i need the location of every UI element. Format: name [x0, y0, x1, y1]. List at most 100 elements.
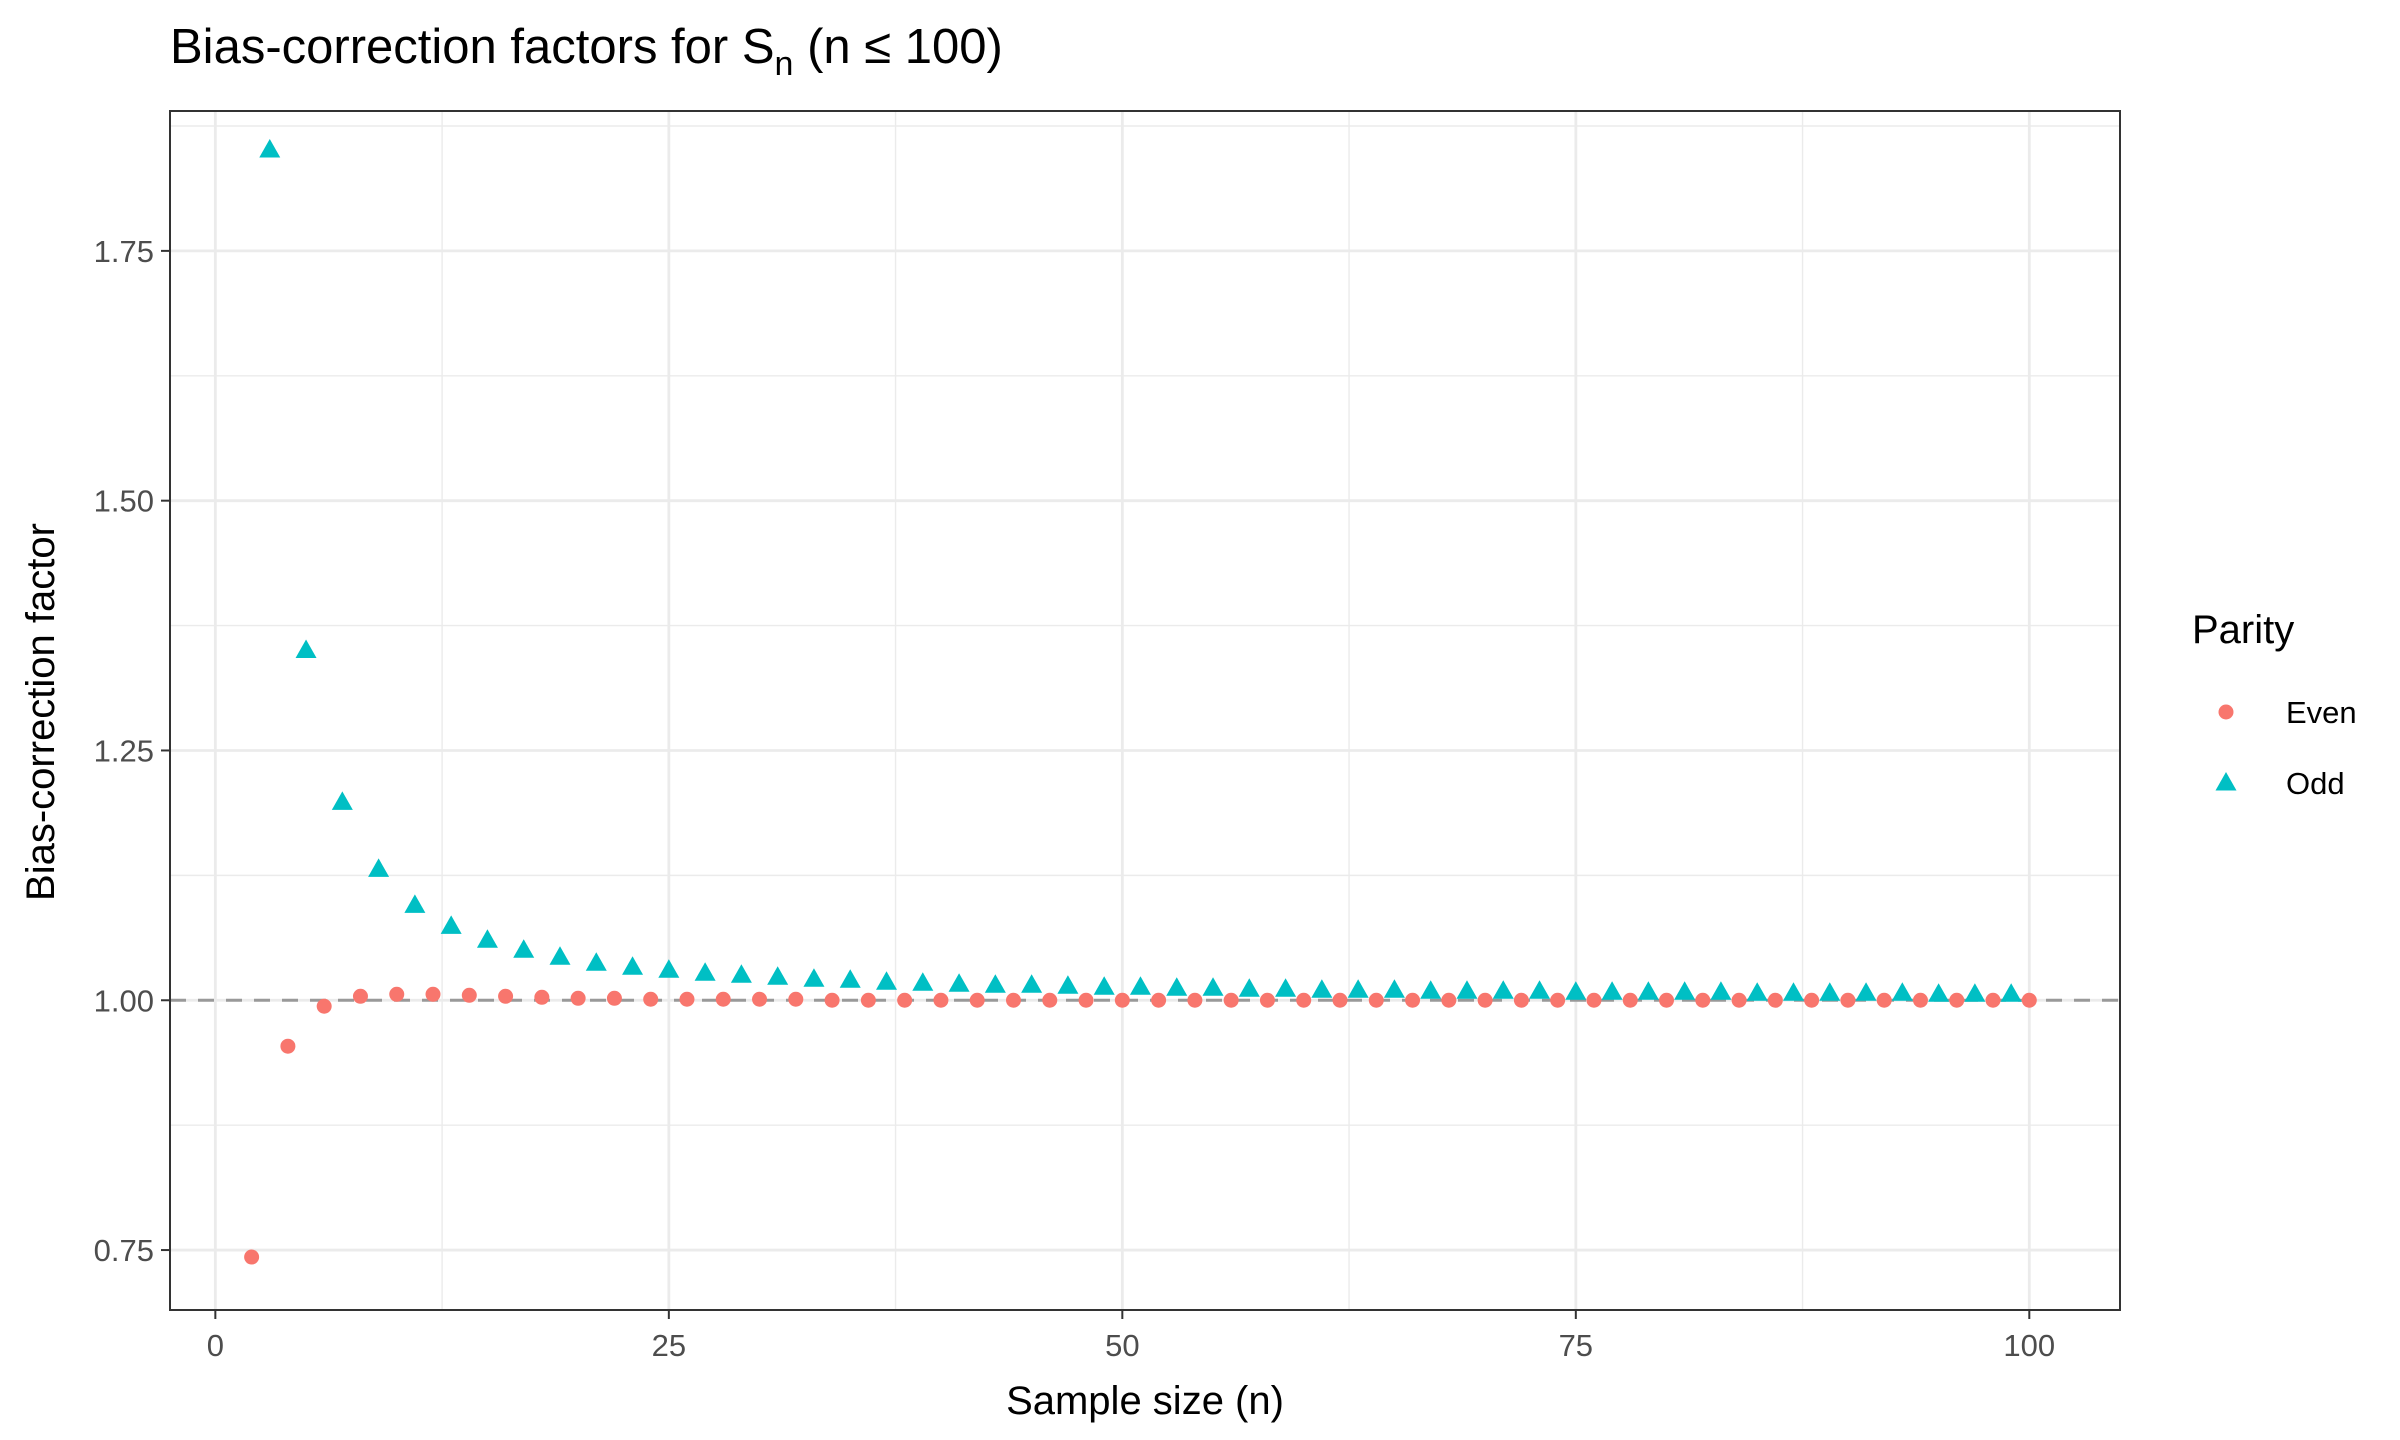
data-point-odd [1057, 975, 1079, 994]
data-point-even [643, 991, 659, 1007]
data-point-odd [549, 946, 571, 965]
x-tick-label: 50 [1105, 1328, 1139, 1363]
data-point-odd [1166, 977, 1188, 996]
data-point-even [1259, 992, 1275, 1008]
data-point-odd [694, 962, 716, 981]
data-point-odd [1746, 982, 1768, 1001]
data-points [244, 138, 2037, 1265]
data-point-odd [1928, 983, 1950, 1002]
data-point-even [1187, 992, 1203, 1008]
data-point-even [606, 990, 622, 1006]
data-point-odd [1202, 977, 1224, 996]
data-point-odd [876, 971, 898, 990]
data-point-even [897, 992, 913, 1008]
minor-gridlines [170, 111, 2120, 1310]
plot-panel-border [169, 110, 2121, 1311]
data-point-even [1405, 992, 1421, 1008]
data-point-even [316, 998, 332, 1014]
data-point-odd [476, 929, 498, 948]
data-point-odd [295, 639, 317, 659]
data-point-odd [1021, 974, 1043, 993]
data-point-odd [1601, 981, 1623, 1000]
legend-item-odd: Odd [2215, 766, 2345, 801]
data-point-even [570, 990, 586, 1006]
data-point-even [1659, 992, 1675, 1008]
series-odd [259, 138, 2022, 1002]
data-point-odd [1782, 982, 1804, 1001]
data-point-even [752, 991, 768, 1007]
data-point-odd [440, 915, 462, 934]
y-axis: 0.75 1.00 1.25 1.50 1.75 [94, 234, 170, 1268]
data-point-even [1695, 992, 1711, 1008]
series-even [244, 986, 2037, 1265]
data-point-even [280, 1038, 296, 1054]
data-point-odd [331, 791, 353, 810]
data-point-odd [1891, 982, 1913, 1001]
data-point-even [1840, 992, 1856, 1008]
legend: Parity Even Odd [2192, 608, 2357, 801]
data-point-odd [1275, 978, 1297, 997]
data-point-even [1767, 992, 1783, 1008]
data-point-odd [803, 968, 825, 987]
legend-title: Parity [2192, 608, 2294, 652]
y-tick-label: 1.75 [94, 234, 154, 269]
data-point-even [1151, 992, 1167, 1008]
y-axis-title: Bias-correction factor [19, 523, 63, 901]
data-point-odd [1637, 981, 1659, 1000]
legend-label: Even [2286, 695, 2357, 730]
data-point-even [1876, 992, 1892, 1008]
data-point-odd [2000, 983, 2022, 1002]
data-point-even [244, 1249, 260, 1265]
data-point-even [1949, 992, 1965, 1008]
data-point-odd [585, 952, 607, 971]
data-point-odd [1238, 978, 1260, 997]
data-point-odd [1311, 979, 1333, 998]
data-point-odd [1674, 981, 1696, 1000]
data-point-odd [1855, 982, 1877, 1001]
data-point-odd [1710, 981, 1732, 1000]
x-tick-label: 75 [1559, 1328, 1593, 1363]
data-point-odd [513, 939, 535, 958]
data-point-even [389, 986, 405, 1002]
legend-key-odd [2215, 772, 2237, 791]
data-point-even [425, 986, 441, 1002]
data-point-even [1804, 992, 1820, 1008]
data-point-odd [767, 966, 789, 985]
data-point-even [1114, 992, 1130, 1008]
chart-title: Bias-correction factors for Sn (n ≤ 100) [170, 20, 1003, 83]
data-point-even [1513, 992, 1529, 1008]
data-point-odd [912, 972, 934, 991]
x-axis: 0 25 50 75 100 [207, 1310, 2055, 1363]
data-point-even [679, 991, 695, 1007]
y-tick-label: 1.00 [94, 983, 154, 1018]
data-point-even [788, 991, 804, 1007]
data-point-even [534, 989, 550, 1005]
data-point-odd [1420, 980, 1442, 999]
x-tick-label: 25 [652, 1328, 686, 1363]
data-point-odd [368, 858, 390, 877]
data-point-even [1477, 992, 1493, 1008]
legend-label: Odd [2286, 766, 2345, 801]
data-point-odd [1565, 981, 1587, 1000]
data-point-even [1078, 992, 1094, 1008]
data-point-even [860, 992, 876, 1008]
data-point-odd [1529, 980, 1551, 999]
y-tick-label: 1.50 [94, 484, 154, 519]
data-point-odd [1347, 979, 1369, 998]
data-point-odd [1819, 982, 1841, 1001]
data-point-odd [1383, 979, 1405, 998]
x-axis-title: Sample size (n) [1006, 1379, 1284, 1423]
x-tick-label: 0 [207, 1328, 224, 1363]
data-point-odd [259, 138, 281, 158]
data-point-odd [839, 969, 861, 988]
data-point-even [824, 992, 840, 1008]
data-point-even [1985, 992, 2001, 1008]
data-point-even [1586, 992, 1602, 1008]
data-point-odd [404, 894, 426, 913]
data-point-even [1223, 992, 1239, 1008]
data-point-even [1731, 992, 1747, 1008]
legend-items: Even Odd [2215, 695, 2357, 801]
data-point-odd [948, 973, 970, 992]
data-point-even [1005, 992, 1021, 1008]
